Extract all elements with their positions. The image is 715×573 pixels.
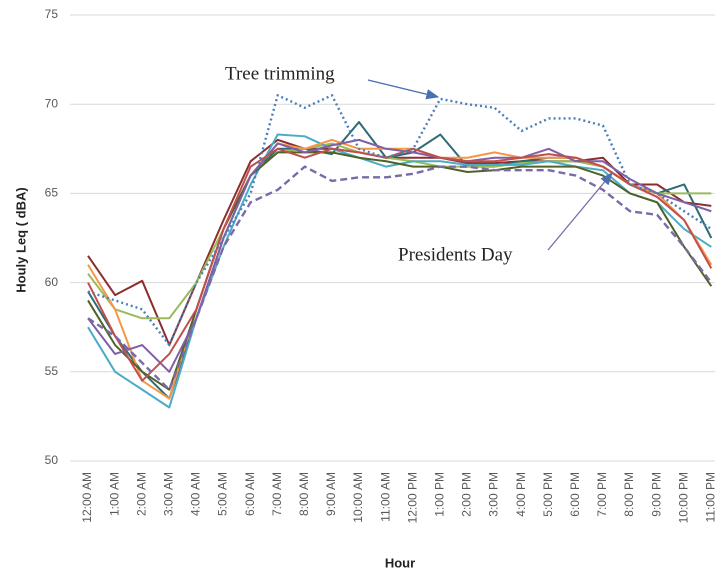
x-tick-label: 12:00 PM — [405, 472, 419, 523]
y-axis-title: Houly Leq ( dBA) — [13, 187, 28, 292]
x-tick-label: 2:00 PM — [460, 472, 474, 517]
x-tick-label: 11:00 PM — [703, 472, 715, 522]
x-tick-label: 7:00 AM — [270, 472, 284, 516]
y-tick-label: 70 — [45, 96, 59, 110]
x-tick-label: 3:00 AM — [161, 472, 175, 516]
y-tick-label: 60 — [45, 275, 59, 289]
series-line — [87, 94, 712, 347]
x-tick-label: 4:00 PM — [514, 472, 528, 517]
x-tick-label: 5:00 AM — [216, 472, 230, 516]
grid: 50 55 60 65 70 75 12:00 AM 1:00 AM 2:00 AM 3:00 A… — [45, 7, 715, 523]
x-tick-label: 1:00 AM — [107, 472, 121, 516]
annotation: Tree trimming — [225, 63, 335, 84]
series-line — [87, 138, 712, 373]
x-tick-label: 10:00 PM — [676, 472, 690, 523]
series-line — [87, 147, 713, 382]
y-tick-label: 75 — [45, 7, 59, 21]
y-tick-label: 50 — [45, 453, 59, 467]
annotation-arrow — [547, 172, 613, 251]
series-line — [87, 138, 713, 400]
x-tick-label: 7:00 PM — [595, 472, 609, 517]
x-tick-label: 3:00 PM — [487, 472, 501, 517]
x-tick-label: 10:00 AM — [351, 472, 365, 523]
y-tick-label: 65 — [45, 186, 59, 200]
x-tick-label: 4:00 AM — [189, 472, 203, 516]
series-line — [87, 138, 712, 347]
x-tick-label: 8:00 AM — [297, 472, 311, 516]
annotation-arrow — [367, 79, 440, 100]
y-tick-label: 55 — [45, 364, 59, 378]
x-axis-title: Hour — [385, 555, 415, 570]
annotation: Presidents Day — [398, 244, 513, 265]
x-tick-label: 1:00 PM — [432, 472, 446, 517]
x-tick-label: 12:00 AM — [80, 472, 94, 523]
x-tick-label: 6:00 AM — [243, 472, 257, 516]
x-tick-label: 9:00 PM — [649, 472, 663, 517]
series-line — [87, 165, 713, 391]
series-line — [87, 142, 712, 320]
x-tick-label: 8:00 PM — [622, 472, 636, 517]
x-tick-label: 9:00 AM — [324, 472, 338, 516]
x-tick-label: 5:00 PM — [541, 472, 555, 517]
x-tick-label: 2:00 AM — [134, 472, 148, 516]
series-line — [87, 151, 713, 391]
x-tick-label: 6:00 PM — [568, 472, 582, 517]
x-tick-label: 11:00 AM — [378, 472, 392, 522]
